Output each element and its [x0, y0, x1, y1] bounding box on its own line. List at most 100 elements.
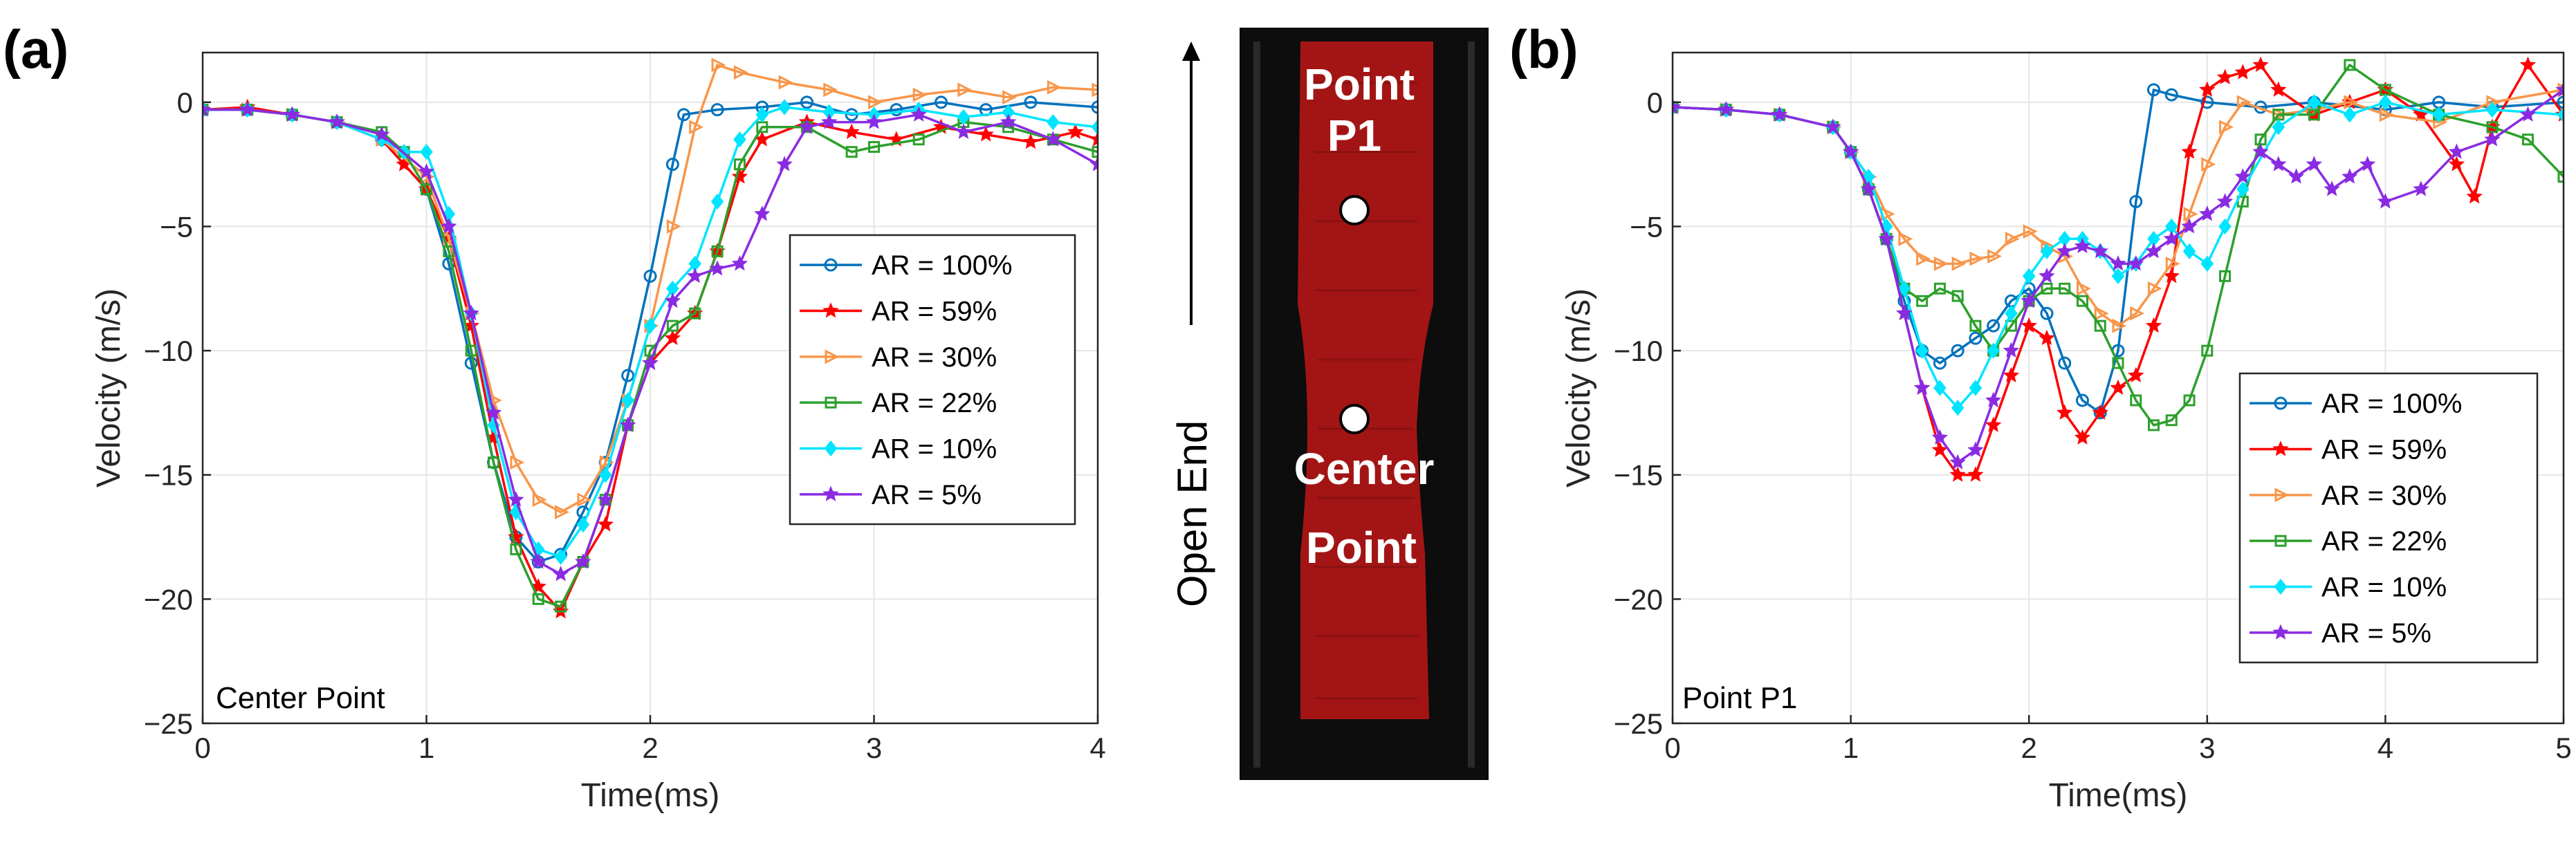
chart-b-series-4-point: [2148, 419, 2160, 432]
chart-b-legend-label-6: AR = 5%: [2321, 618, 2431, 649]
chart-b-x-tick-label: 3: [2199, 732, 2215, 764]
center-point-label-line1: Center: [1294, 444, 1435, 494]
chart-b-series-5-point: [1969, 380, 1982, 396]
chart-b-series-6-point: [2074, 237, 2091, 254]
chart-a-series-4-point: [845, 146, 858, 158]
chart-b-series-5-point: [2182, 243, 2196, 260]
chart-b-series-6-point: [2252, 143, 2269, 159]
chart-a-series-2-point: [1089, 131, 1098, 147]
chart-a-series-6-point: [1045, 131, 1062, 147]
chart-b-x-tick-label: 5: [2555, 732, 2571, 764]
chart-a-series-6-point: [203, 101, 211, 117]
chart-b-y-tick-label: 0: [1647, 86, 1663, 119]
chart-b-series-3-point: [1951, 256, 1967, 271]
open-end-label: Open End: [1169, 420, 1215, 607]
chart-b-series-5-point: [2379, 94, 2392, 111]
chart-b-series-1-point: [2040, 306, 2054, 320]
chart-a-series-4-point: [465, 344, 477, 357]
chart-a-series-4-point: [733, 158, 746, 171]
chart-a-series-4-point: [532, 593, 544, 605]
chart-b-series-4-point: [2112, 357, 2124, 369]
chart-b-series-6-point: [1878, 230, 1895, 246]
chart-b-series-4-point: [1951, 290, 1964, 302]
chart-b-series-5-point: [2005, 305, 2018, 322]
chart-a-series-1-point: [710, 103, 724, 117]
chart-a-series-1-point: [890, 103, 903, 117]
chart-b-series-2-point: [2448, 156, 2465, 171]
chart-b-series-6-point: [2092, 243, 2108, 259]
chart-b-x-tick-label: 4: [2377, 732, 2393, 764]
chart-b-series-5-point: [1897, 280, 1911, 297]
chart-a-y-tick-label: −20: [144, 583, 193, 615]
chart-b-series-5-point: [2236, 180, 2250, 198]
chart-a-series-3-point: [957, 82, 973, 98]
chart-a-series-line-2: [203, 106, 1098, 613]
chart-a-x-tick-label: 0: [194, 732, 210, 764]
chart-b-series-3-point: [2130, 306, 2145, 321]
chart-b-series-5-point: [1933, 380, 1947, 396]
chart-a: 0 1 2 3 4 0 −5 −10 −15 −20 −25 Time(ms) Velocity (m/…: [91, 51, 1106, 814]
chart-b-series-1-point: [2557, 95, 2564, 109]
chart-b-series-5-point: [2485, 102, 2499, 118]
chart-a-series-4-point: [510, 544, 522, 556]
chart-b-y-tick-label: −20: [1614, 583, 1663, 615]
chart-b-series-6-point: [1673, 98, 1681, 114]
chart-a-series-3-point: [689, 120, 704, 135]
chart-a-series-2-point: [977, 126, 994, 142]
chart-a-y-tick-label: −5: [160, 210, 193, 243]
chart-b-series-2-point: [2252, 56, 2269, 72]
chart-a-legend-label-1: AR = 100%: [872, 250, 1012, 281]
chart-b-legend-label-3: AR = 30%: [2321, 481, 2447, 511]
chart-a-series-3-point: [1092, 82, 1098, 98]
chart-a-series-3-point: [510, 455, 525, 470]
chart-a-series-line-6: [203, 108, 1098, 576]
chart-a-series-6-point: [597, 491, 614, 507]
chart-b-series-6-point: [2306, 156, 2323, 171]
chart-b-series-3-point: [2236, 95, 2252, 110]
chart-b-series-4-point: [1916, 295, 1929, 307]
chart-a-series-3-point: [1002, 90, 1017, 105]
chart-b-x-tick-label: 2: [2021, 732, 2037, 764]
chart-b-series-5-point: [1951, 400, 1965, 416]
chart-b-series-2-point: [2021, 317, 2037, 333]
chart-b-y-tick-label: −10: [1614, 335, 1663, 367]
chart-a-series-5-point: [710, 193, 724, 210]
chart-a-series-1-point: [665, 158, 679, 171]
chart-a-legend-label-6: AR = 5%: [872, 480, 982, 510]
chart-b-series-6-point: [2555, 81, 2564, 97]
chart-a-series-6-point: [619, 416, 636, 432]
chart-a-annotation: Center Point: [216, 681, 385, 715]
chart-b-series-5-point: [2040, 243, 2054, 260]
chart-a-series-6-point: [284, 106, 301, 122]
chart-a-series-5-point: [778, 99, 791, 115]
chart-b-series-6-point: [2145, 243, 2162, 259]
chart-b-series-6-point: [1931, 429, 1949, 445]
chart-a-series-3-point: [733, 65, 748, 80]
chart-a-series-5-point: [599, 467, 612, 483]
chart-b-series-line-3: [1673, 89, 2564, 327]
chart-b-series-3-point: [1916, 251, 1931, 266]
chart-b-series-2-point: [2234, 64, 2252, 80]
chart-a-series-5-point: [755, 106, 769, 123]
chart-b-series-6-point: [1718, 101, 1734, 117]
chart-b-series-1-point: [2164, 88, 2178, 102]
chart-b-legend-marker-6: [2272, 624, 2289, 640]
chart-b: 0 1 2 3 4 5 0 −5 −10 −15 −20 −25 Time(ms) Velocity (m…: [1561, 51, 2572, 814]
chart-a-series-3-point: [823, 82, 838, 98]
chart-b-series-2-point: [2270, 81, 2287, 97]
chart-a-series-5-point: [733, 131, 746, 148]
chart-b-series-6-point: [2324, 180, 2340, 196]
chart-b-legend-label-4: AR = 22%: [2321, 526, 2447, 557]
chart-a-legend-marker-2: [822, 302, 839, 318]
chart-b-legend-label-5: AR = 10%: [2321, 573, 2447, 603]
chart-a-series-4-point: [711, 245, 724, 257]
chart-b-series-2-point: [2110, 379, 2126, 395]
chart-b-series-6-point: [2288, 168, 2305, 184]
chart-b-legend-marker-5: [2274, 578, 2288, 595]
chart-a-series-6-point: [1089, 156, 1098, 171]
chart-b-legend-label-1: AR = 100%: [2321, 389, 2462, 419]
chart-b-series-1-point: [2200, 95, 2214, 109]
chart-a-y-tick-label: −15: [144, 459, 193, 492]
chart-b-series-6-point: [2377, 193, 2394, 209]
chart-b-series-2-point: [2039, 329, 2055, 346]
